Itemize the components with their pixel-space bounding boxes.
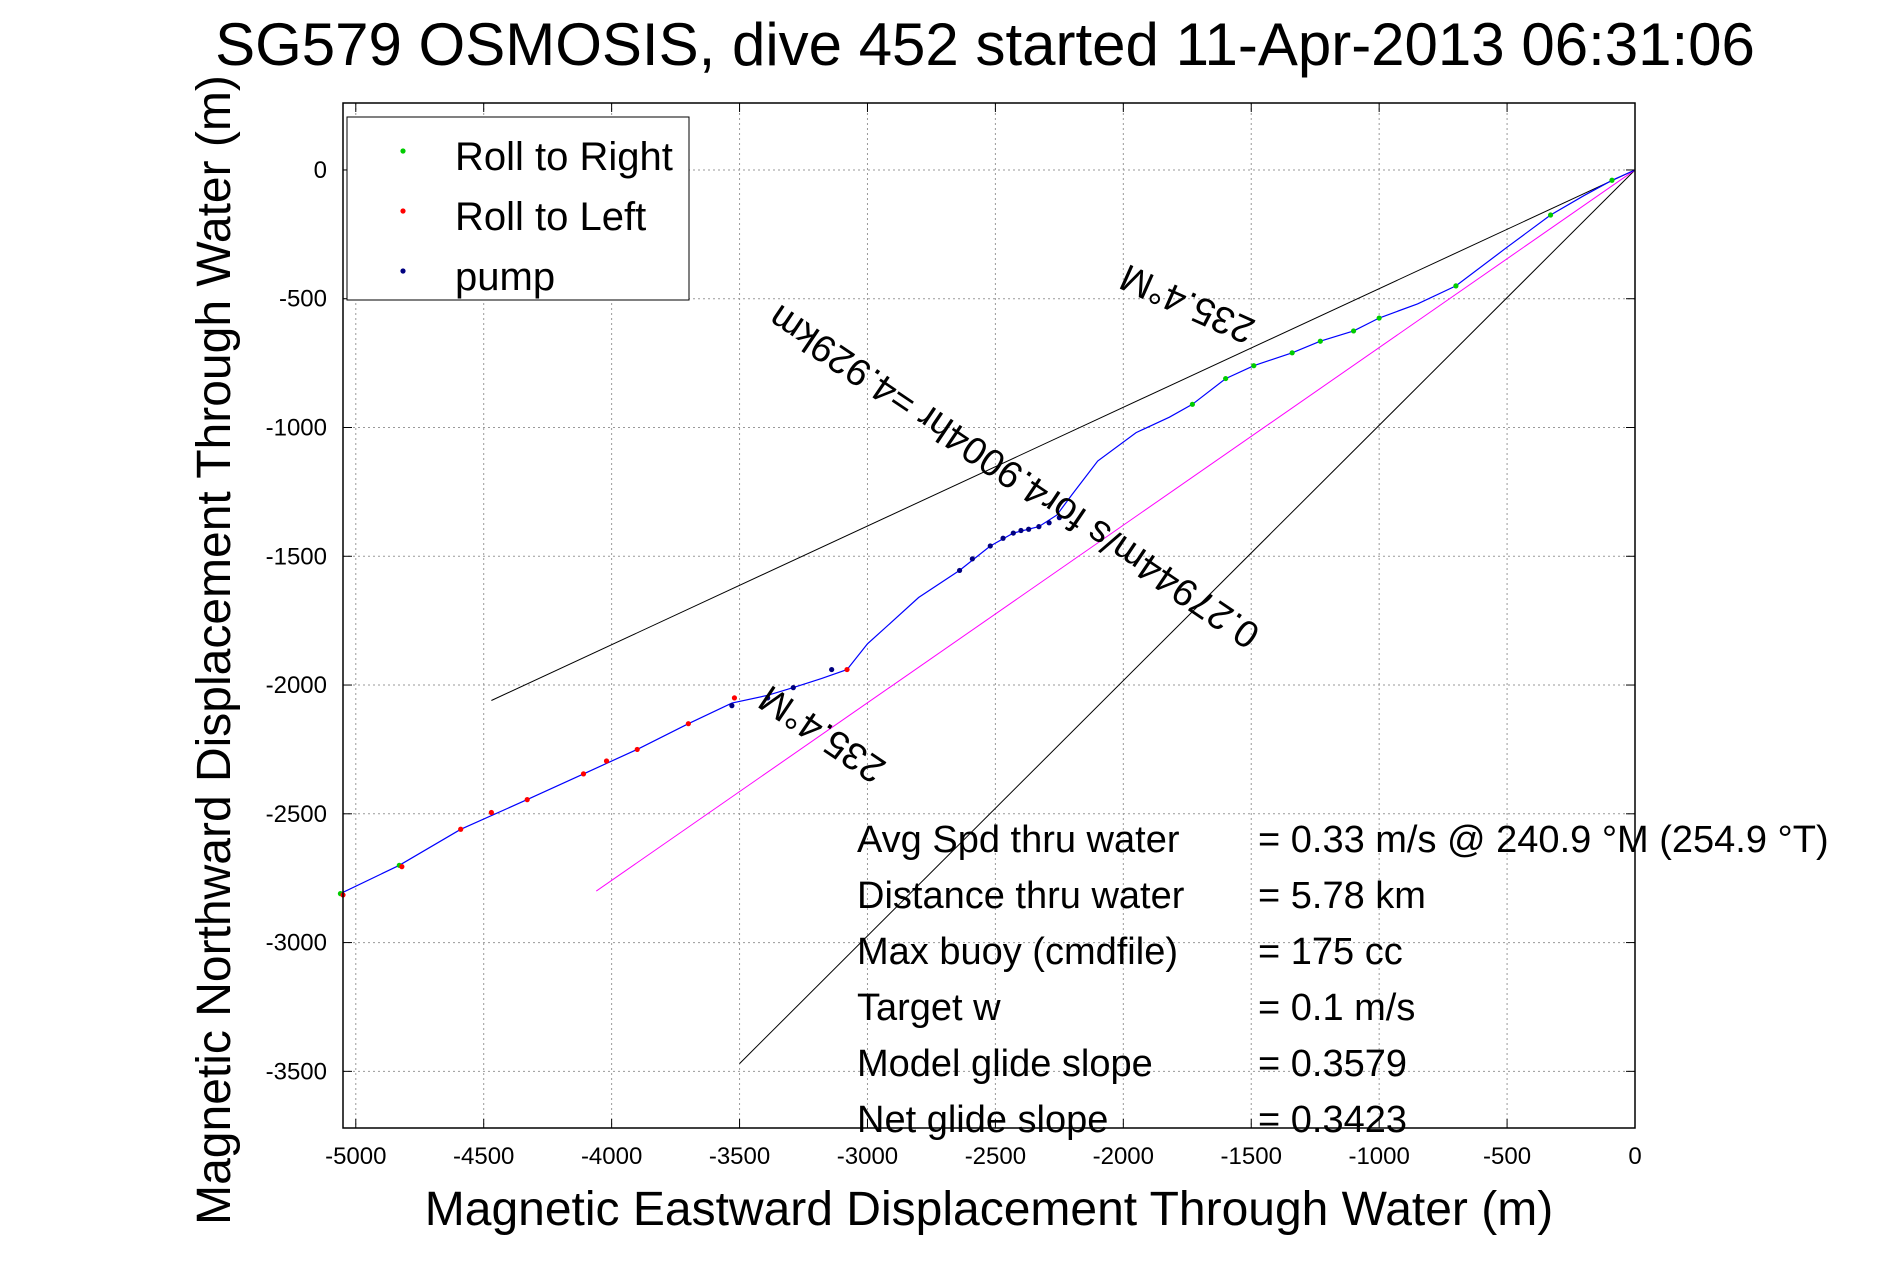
y-tick-label: -2500 [266, 801, 327, 828]
annotation-value: = 5.78 km [1258, 875, 1426, 917]
data-point [1026, 526, 1032, 532]
legend-entry: pump [455, 255, 555, 299]
y-axis-ticks: 0 -500 -1000 -1500 -2000 -2500 -3000 -3500 [266, 157, 1635, 1085]
grid-lines [343, 103, 1636, 1128]
data-point [765, 695, 771, 701]
x-tick-label: 0 [1628, 1143, 1641, 1170]
data-point [1189, 401, 1195, 407]
plot-frame [342, 102, 1636, 1129]
reference-line [491, 169, 1636, 701]
data-point [1289, 350, 1295, 356]
data-point [1453, 283, 1459, 289]
data-point [969, 556, 975, 562]
annotation-label: Net glide slope [857, 1099, 1108, 1141]
legend-marker [400, 268, 406, 274]
stats-annotation: Avg Spd thru water = 0.33 m/s @ 240.9 °M … [857, 819, 1829, 1141]
annotation-value: = 0.33 m/s @ 240.9 °M (254.9 °T) [1258, 819, 1829, 861]
legend: Roll to Right Roll to Left pump [346, 116, 690, 301]
y-tick-label: -3000 [266, 930, 327, 957]
x-tick-label: -3500 [709, 1143, 770, 1170]
data-point [731, 695, 738, 701]
x-tick-label: -5000 [325, 1143, 386, 1170]
line-labels: 235.4°M0.27944m/s for4.9004hr =4.929km23… [752, 255, 1267, 791]
line-label: 235.4°M [1114, 255, 1261, 351]
data-point [603, 758, 610, 764]
x-tick-label: -2000 [1093, 1143, 1154, 1170]
data-point [580, 771, 587, 777]
data-point [1376, 315, 1382, 321]
x-tick-label: -2500 [965, 1143, 1026, 1170]
y-tick-label: -1500 [266, 543, 327, 570]
y-axis-label: Magnetic Northward Displacement Through … [188, 75, 241, 1225]
data-point [1000, 535, 1006, 541]
x-tick-label: -3000 [837, 1143, 898, 1170]
annotation-label: Max buoy (cmdfile) [857, 931, 1178, 973]
annotation-value: = 0.3423 [1258, 1099, 1407, 1141]
legend-marker [400, 208, 406, 214]
x-axis-ticks: -5000 -4500 -4000 -3500 -3000 -2500 -2000 -1500… [325, 103, 1642, 1170]
data-point [844, 666, 850, 673]
y-tick-label: -2000 [266, 672, 327, 699]
line-label: 235.4°M [752, 677, 893, 791]
y-tick-label: -3500 [266, 1058, 327, 1085]
chart-title: SG579 OSMOSIS, dive 452 started 11-Apr-2… [215, 11, 1755, 78]
annotation-value: = 0.1 m/s [1258, 987, 1415, 1029]
data-point [1223, 375, 1229, 382]
data-point [1609, 177, 1615, 183]
data-point [1046, 520, 1052, 526]
data-point [729, 703, 735, 709]
annotation-value: = 0.3579 [1258, 1043, 1407, 1085]
y-tick-label: 0 [314, 157, 327, 184]
y-tick-label: -500 [279, 286, 327, 313]
data-point [829, 666, 835, 673]
data-point [458, 826, 464, 832]
data-point [1018, 527, 1024, 534]
line-label: 0.27944m/s for4.9004hr =4.929km [761, 296, 1267, 656]
data-point [634, 746, 640, 753]
annotation-value: = 175 cc [1258, 931, 1403, 973]
data-point [399, 863, 405, 870]
x-tick-label: -4500 [453, 1143, 514, 1170]
data-point [524, 797, 530, 803]
data-point [987, 543, 993, 549]
data-point [956, 567, 963, 574]
x-tick-label: -500 [1483, 1143, 1531, 1170]
data-point [488, 809, 494, 816]
data-point [1547, 212, 1554, 218]
annotation-label: Distance thru water [857, 875, 1185, 917]
y-tick-label: -1000 [266, 414, 327, 441]
x-axis-label: Magnetic Eastward Displacement Through W… [425, 1183, 1553, 1236]
data-series [337, 169, 1636, 898]
reference-lines [491, 169, 1636, 1064]
x-tick-label: -1000 [1348, 1143, 1409, 1170]
data-point [1251, 363, 1257, 369]
data-point [1056, 515, 1062, 521]
x-tick-label: -4000 [581, 1143, 642, 1170]
data-point [1036, 524, 1042, 530]
x-tick-label: -1500 [1221, 1143, 1282, 1170]
data-point [1317, 338, 1323, 344]
annotation-label: Model glide slope [857, 1043, 1153, 1085]
data-point [685, 721, 691, 727]
legend-entry: Roll to Left [455, 195, 646, 239]
annotation-label: Target w [857, 987, 1001, 1029]
data-point [1350, 328, 1357, 334]
legend-entry: Roll to Right [455, 135, 673, 179]
data-point [1010, 530, 1016, 536]
legend-marker [400, 148, 406, 154]
data-point [790, 685, 796, 691]
reference-line [739, 169, 1636, 1064]
annotation-label: Avg Spd thru water [857, 819, 1180, 861]
reference-line [595, 169, 1636, 892]
